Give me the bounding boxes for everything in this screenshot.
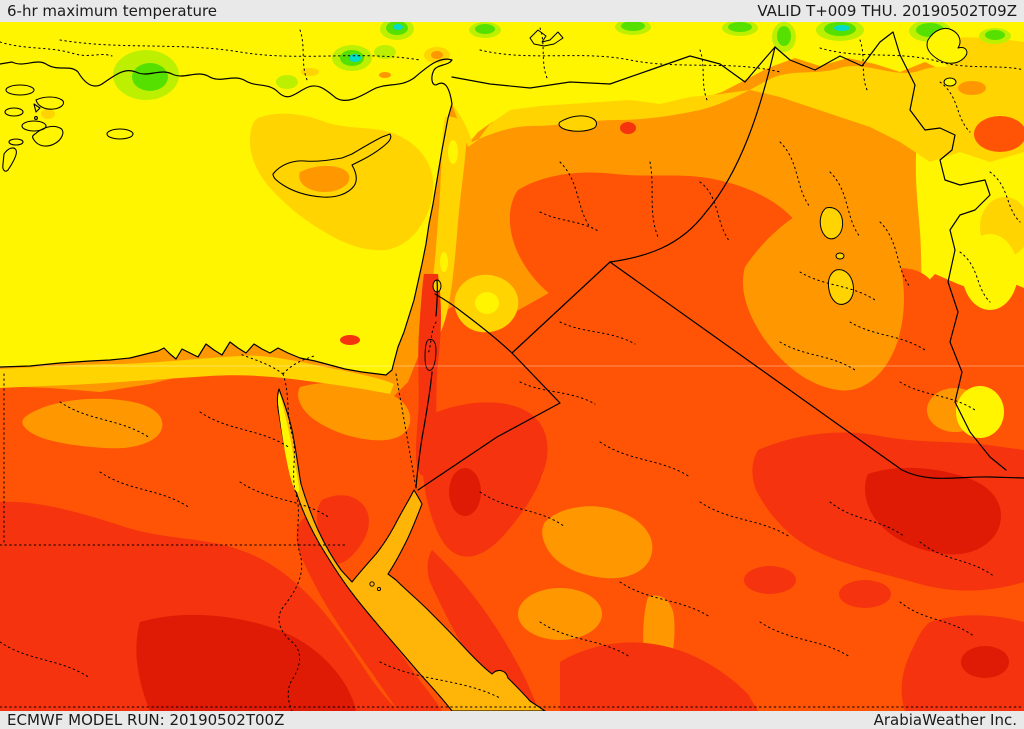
border-jordan-saudi	[417, 352, 561, 491]
model-run-label: ECMWF MODEL RUN: 20190502T00Z	[7, 710, 285, 729]
jordan-river	[435, 279, 439, 317]
border-turkey-iraq-iran	[774, 31, 1007, 471]
footer-bar: ECMWF MODEL RUN: 20190502T00Z ArabiaWeat…	[0, 711, 1024, 729]
country-borders	[0, 31, 1024, 491]
header-bar: 6-hr maximum temperature VALID T+009 THU…	[0, 0, 1024, 22]
band-dark-red	[136, 467, 1009, 711]
nile-river	[278, 373, 303, 711]
dead-sea	[424, 339, 437, 371]
map-canvas	[0, 22, 1024, 711]
credit-label: ArabiaWeather Inc.	[873, 710, 1017, 729]
coastline-egypt-levant	[0, 103, 453, 376]
coastline-turkey-south	[0, 58, 453, 105]
border-syria-jordan	[434, 293, 513, 354]
admin-borders-dotted	[0, 27, 1024, 711]
red-sea	[276, 388, 546, 711]
border-turkey-syria	[451, 46, 776, 89]
border-jordan-iraq	[511, 261, 611, 354]
border-syria-iraq	[609, 46, 776, 263]
cold-spots-teal	[349, 24, 850, 62]
border-iraq-saudi	[609, 261, 1024, 479]
lake-van	[926, 27, 968, 87]
lakes	[432, 115, 854, 305]
patches-orange	[22, 51, 986, 681]
aegean-islands	[2, 84, 134, 172]
temperature-contour-map	[0, 22, 1024, 711]
valid-time-label: VALID T+009 THU. 20190502T09Z	[757, 1, 1017, 20]
lake-tuz	[529, 29, 564, 47]
wadi-araba	[415, 371, 433, 489]
map-title: 6-hr maximum temperature	[7, 1, 218, 20]
cyprus-warm-core	[299, 165, 350, 193]
tiran-islands	[369, 581, 382, 592]
patches-yellow-cores	[440, 140, 1018, 438]
